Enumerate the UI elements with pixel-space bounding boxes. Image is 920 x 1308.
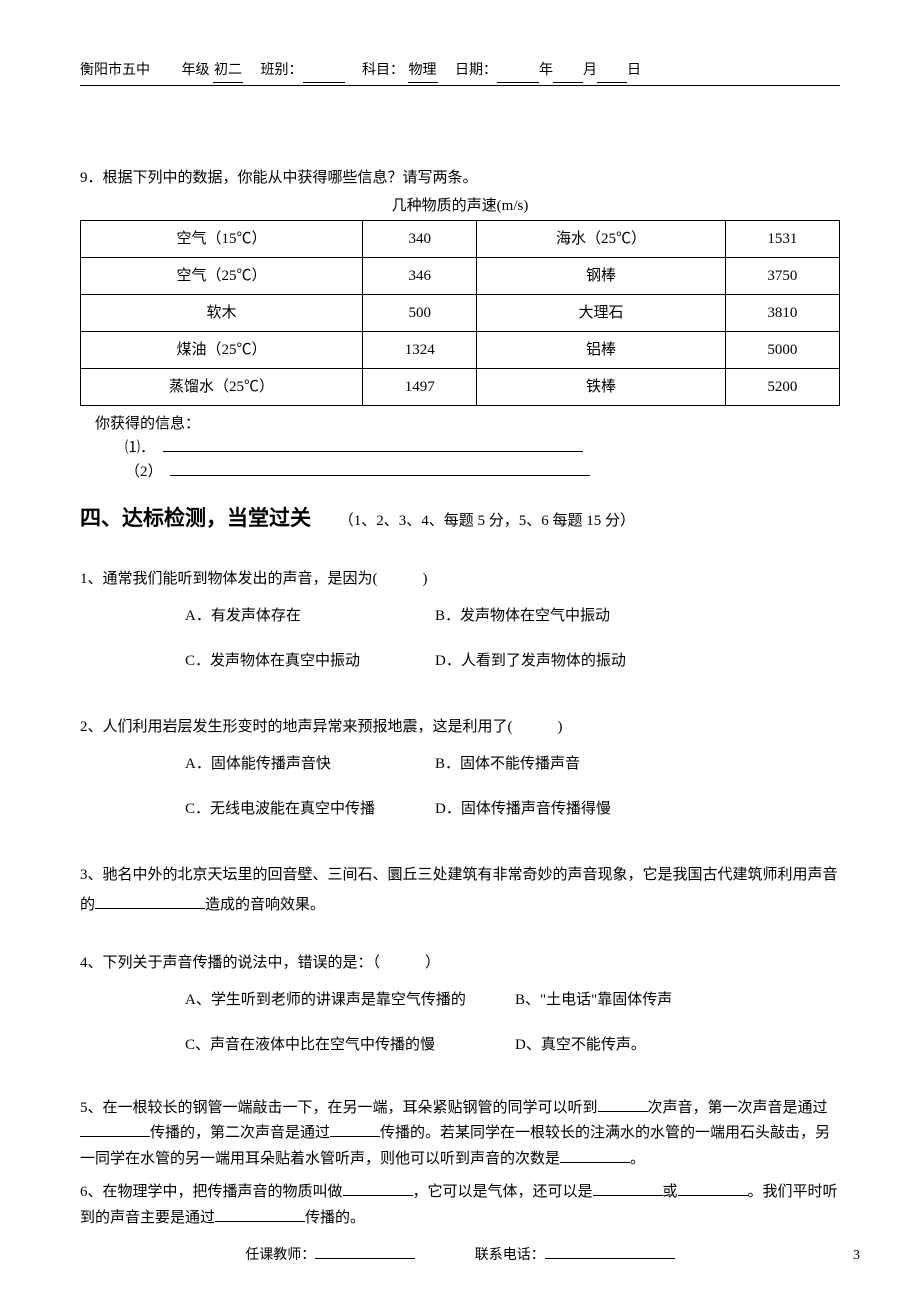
q1-opt-d: D．人看到了发声物体的振动 bbox=[435, 639, 626, 684]
q4-opt-a: A、学生听到老师的讲课声是靠空气传播的 bbox=[185, 978, 515, 1023]
subject-label: 科目： bbox=[362, 63, 404, 78]
q3-after: 造成的音响效果。 bbox=[205, 897, 325, 913]
table-row: 蒸馏水（25℃）1497铁棒5200 bbox=[81, 369, 840, 406]
question-4: 4、下列关于声音传播的说法中，错误的是：（ ） A、学生听到老师的讲课声是靠空气… bbox=[80, 948, 840, 1068]
q3-blank[interactable] bbox=[95, 908, 205, 909]
q5-blank-4[interactable] bbox=[560, 1162, 630, 1163]
question-2: 2、人们利用岩层发生形变时的地声异常来预报地震，这是利用了( ) A．固体能传播… bbox=[80, 712, 840, 832]
month-blank[interactable] bbox=[553, 60, 583, 83]
class-label: 班别： bbox=[261, 63, 303, 78]
school-name: 衡阳市五中 bbox=[80, 63, 150, 78]
q1-opt-c: C．发声物体在真空中振动 bbox=[185, 639, 435, 684]
year-blank[interactable] bbox=[497, 60, 539, 83]
q9-info-item2: （2） bbox=[125, 460, 840, 484]
q2-opt-b: B．固体不能传播声音 bbox=[435, 742, 580, 787]
subject-value: 物理 bbox=[408, 60, 438, 83]
teacher-label: 任课教师： bbox=[245, 1248, 315, 1263]
question-1: 1、通常我们能听到物体发出的声音，是因为( ) A．有发声体存在B．发声物体在空… bbox=[80, 564, 840, 684]
table-row: 软木500大理石3810 bbox=[81, 295, 840, 332]
question-3: 3、驰名中外的北京天坛里的回音壁、三间石、圜丘三处建筑有非常奇妙的声音现象，它是… bbox=[80, 860, 840, 920]
q6-blank-3[interactable] bbox=[678, 1195, 748, 1196]
page-header: 衡阳市五中 年级 初二 班别： 科目： 物理 日期： 年 月 日 bbox=[80, 60, 840, 86]
q2-stem: 2、人们利用岩层发生形变时的地声异常来预报地震，这是利用了( ) bbox=[80, 712, 840, 742]
q3-before: 3、驰名中外的北京天坛里的回音壁、三间石、圜丘三处建筑有非常奇妙的声音现象，它是… bbox=[80, 867, 838, 913]
q9-info-item1: ⑴． bbox=[125, 436, 840, 460]
class-blank[interactable] bbox=[303, 60, 345, 83]
date-label: 日期： bbox=[455, 63, 497, 78]
info-blank-1[interactable] bbox=[163, 451, 583, 452]
q2-opt-c: C．无线电波能在真空中传播 bbox=[185, 787, 435, 832]
phone-blank[interactable] bbox=[545, 1258, 675, 1259]
q6-blank-2[interactable] bbox=[593, 1195, 663, 1196]
q9-intro: 9．根据下列中的数据，你能从中获得哪些信息？请写两条。 bbox=[80, 166, 840, 190]
table-row: 煤油（25℃）1324铝棒5000 bbox=[81, 332, 840, 369]
section-4-heading: 四、达标检测，当堂过关 bbox=[80, 506, 311, 530]
page-footer: 任课教师： 联系电话： 3 bbox=[80, 1245, 840, 1267]
q2-opt-d: D．固体传播声音传播得慢 bbox=[435, 787, 611, 832]
q2-opt-a: A．固体能传播声音快 bbox=[185, 742, 435, 787]
page-number: 3 bbox=[853, 1245, 860, 1267]
q4-opt-b: B、"土电话"靠固体传声 bbox=[515, 978, 672, 1023]
question-5: 5、在一根较长的钢管一端敲击一下，在另一端，耳朵紧贴钢管的同学可以听到次声音，第… bbox=[80, 1096, 840, 1173]
grade-value: 初二 bbox=[213, 60, 243, 83]
section-4-title: 四、达标检测，当堂过关 （1、2、3、4、每题 5 分，5、6 每题 15 分） bbox=[80, 502, 840, 536]
q1-stem: 1、通常我们能听到物体发出的声音，是因为( ) bbox=[80, 564, 840, 594]
question-6: 6、在物理学中，把传播声音的物质叫做，它可以是气体，还可以是或。我们平时听到的声… bbox=[80, 1180, 840, 1231]
q1-opt-b: B．发声物体在空气中振动 bbox=[435, 594, 610, 639]
info-blank-2[interactable] bbox=[170, 475, 590, 476]
q5-blank-1[interactable] bbox=[598, 1111, 648, 1112]
q4-opt-c: C、声音在液体中比在空气中传播的慢 bbox=[185, 1023, 515, 1068]
teacher-blank[interactable] bbox=[315, 1258, 415, 1259]
table-row: 空气（25℃）346钢棒3750 bbox=[81, 258, 840, 295]
q9-info-lead: 你获得的信息： bbox=[95, 412, 840, 436]
grade-label: 年级 bbox=[182, 63, 210, 78]
q5-blank-3[interactable] bbox=[330, 1136, 380, 1137]
q6-blank-4[interactable] bbox=[215, 1221, 305, 1222]
q9-table-title: 几种物质的声速(m/s) bbox=[80, 194, 840, 218]
section-4-note: （1、2、3、4、每题 5 分，5、6 每题 15 分） bbox=[339, 513, 635, 529]
sound-speed-table: 空气（15℃）340海水（25℃）1531 空气（25℃）346钢棒3750 软… bbox=[80, 220, 840, 406]
q4-stem: 4、下列关于声音传播的说法中，错误的是：（ ） bbox=[80, 948, 840, 978]
q4-opt-d: D、真空不能传声。 bbox=[515, 1023, 646, 1068]
phone-label: 联系电话： bbox=[475, 1248, 545, 1263]
q1-opt-a: A．有发声体存在 bbox=[185, 594, 435, 639]
day-blank[interactable] bbox=[597, 60, 627, 83]
q6-blank-1[interactable] bbox=[343, 1195, 413, 1196]
q5-blank-2[interactable] bbox=[80, 1136, 150, 1137]
table-row: 空气（15℃）340海水（25℃）1531 bbox=[81, 221, 840, 258]
